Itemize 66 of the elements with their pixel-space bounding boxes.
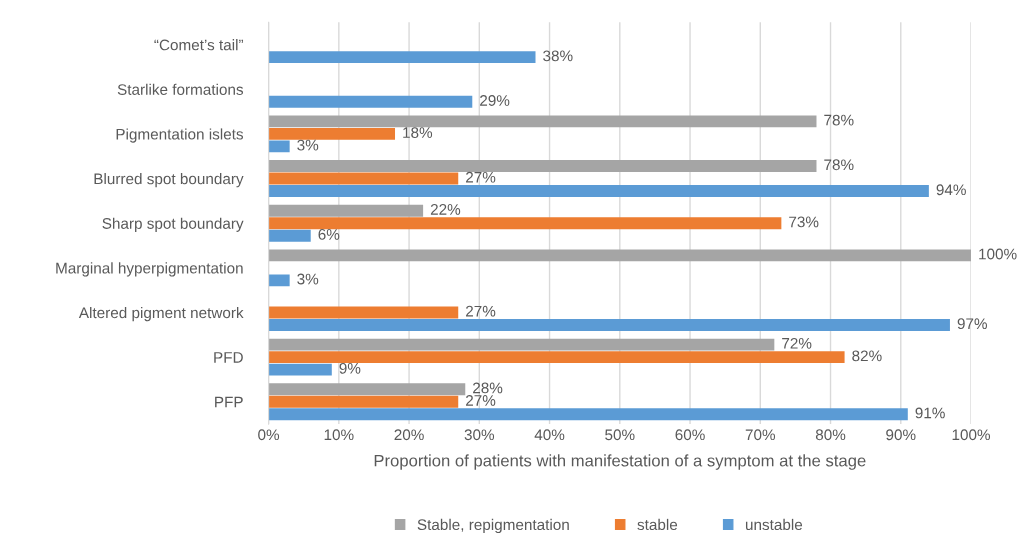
legend-label: stable (637, 518, 678, 531)
data-label: 27% (466, 171, 496, 183)
legend-label: Stable, repigmentation (417, 518, 569, 534)
bar (268, 140, 290, 153)
bar (268, 217, 782, 230)
bar (268, 229, 311, 242)
data-label: 72% (782, 337, 812, 349)
x-tick-label: 30% (464, 429, 495, 441)
bar (268, 249, 972, 262)
data-label: 18% (403, 127, 433, 139)
y-tick-label: Pigmentation islets (116, 128, 244, 143)
y-tick-label: Starlike formations (117, 83, 244, 95)
x-tick-label: 40% (534, 429, 565, 441)
data-label: 22% (430, 203, 461, 215)
bar (268, 51, 536, 64)
y-tick-label: PFD (214, 352, 243, 363)
bar (268, 127, 396, 140)
x-tick-label: 90% (886, 429, 916, 441)
bar (268, 185, 929, 197)
data-label: 27% (466, 395, 496, 406)
legend-label: unstable (745, 518, 803, 531)
bar (268, 319, 950, 331)
data-label: 78% (824, 114, 854, 126)
bar (268, 306, 459, 319)
data-label: 91% (915, 407, 945, 419)
bar (268, 95, 473, 108)
data-label: 73% (789, 216, 819, 228)
data-label: 100% (979, 248, 1017, 260)
data-label: 28% (473, 382, 503, 394)
x-tick-label: 10% (324, 429, 354, 441)
bar (268, 351, 845, 364)
bar (268, 383, 466, 396)
bar (268, 363, 332, 376)
x-axis-title: Proportion of patients with manifestation of a symptom at the stage (374, 454, 866, 470)
bar (268, 395, 459, 408)
y-tick-label: PFP (215, 396, 243, 408)
data-label: 38% (543, 50, 573, 62)
y-tick-label: “Comet’s tail” (154, 39, 244, 51)
x-tick-label: 100% (952, 429, 991, 441)
bar (268, 172, 459, 185)
x-tick-label: 70% (745, 429, 776, 441)
data-label: 6% (318, 228, 340, 240)
data-label: 3% (297, 139, 319, 151)
data-label: 94% (936, 184, 966, 196)
data-label: 82% (852, 350, 882, 362)
bar (268, 204, 424, 217)
x-tick-label: 60% (675, 429, 705, 441)
x-tick-label: 80% (815, 429, 846, 441)
data-label: 3% (297, 273, 319, 285)
bar (268, 274, 290, 287)
bar (268, 338, 775, 351)
y-tick-label: Marginal hyperpigmentation (56, 262, 243, 277)
x-tick-label: 50% (605, 429, 635, 441)
x-tick-label: 20% (394, 429, 424, 441)
y-tick-label: Blurred spot boundary (94, 173, 244, 188)
bar (268, 115, 817, 128)
data-label: 9% (339, 362, 361, 374)
data-label: 29% (480, 95, 510, 106)
data-label: 78% (824, 159, 854, 171)
bar (268, 408, 908, 421)
bar (268, 160, 817, 172)
x-tick-label: 0% (258, 429, 280, 441)
y-tick-label: Altered pigment network (78, 306, 244, 322)
data-label: 27% (466, 305, 496, 317)
data-label: 97% (957, 318, 988, 330)
y-tick-label: Sharp spot boundary (102, 217, 244, 232)
